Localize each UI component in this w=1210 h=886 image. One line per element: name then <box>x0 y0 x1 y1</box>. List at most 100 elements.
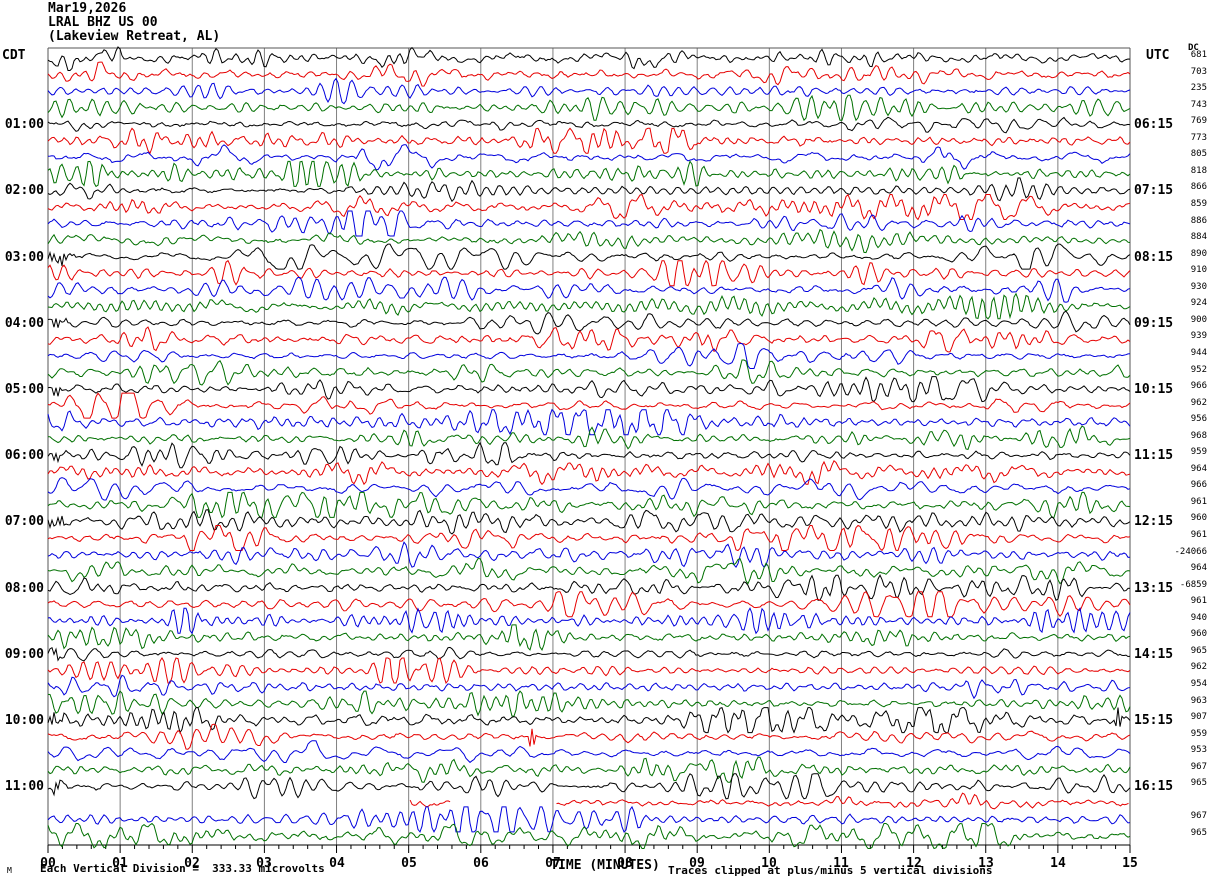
seismogram-trace-02:45 <box>47 228 1131 254</box>
utc-hour-label-12:15: 12:15 <box>1134 514 1174 529</box>
utc-hour-label-14:15: 14:15 <box>1134 647 1174 662</box>
seismogram-trace-08:00 <box>47 574 1131 601</box>
right-axis-label: UTC <box>1146 48 1170 63</box>
header-location: (Lakeview Retreat, AL) <box>48 29 221 44</box>
seismogram-trace-08:15 <box>47 590 1131 618</box>
seismogram-trace-11:30 <box>47 805 1131 833</box>
dc-value-10:30: 953 <box>1190 745 1207 755</box>
dc-value-08:30: 940 <box>1190 613 1207 623</box>
dc-value-05:00: 966 <box>1190 381 1207 391</box>
seismogram-trace-06:30 <box>47 477 1131 501</box>
dc-value-09:30: 954 <box>1190 679 1207 689</box>
seismogram-trace-00:00 <box>47 46 1131 71</box>
dc-value-03:15: 910 <box>1190 265 1207 275</box>
dc-value-09:00: 965 <box>1190 646 1207 656</box>
dc-value-02:30: 886 <box>1190 216 1207 226</box>
seismogram-trace-03:45 <box>47 292 1131 320</box>
seismogram-trace-02:15 <box>47 193 1131 221</box>
dc-value-02:45: 884 <box>1190 232 1207 242</box>
dc-value-01:30: 805 <box>1190 149 1207 159</box>
cdt-hour-label-11:00: 11:00 <box>4 779 44 794</box>
seismogram-trace-06:15 <box>47 459 1131 486</box>
header-station: LRAL BHZ US 00 <box>48 15 158 30</box>
dc-value-02:00: 866 <box>1190 182 1207 192</box>
cdt-hour-label-07:00: 07:00 <box>4 514 44 529</box>
seismogram-trace-09:15 <box>47 657 1131 685</box>
utc-hour-label-13:15: 13:15 <box>1134 581 1174 596</box>
left-axis-label: CDT <box>2 48 26 63</box>
utc-hour-label-10:15: 10:15 <box>1134 382 1174 397</box>
footnote-vertical-division: Each Vertical Division = 333.33 microvol… <box>40 862 325 875</box>
cdt-hour-label-09:00: 09:00 <box>4 647 44 662</box>
dc-value-05:30: 956 <box>1190 414 1207 424</box>
dc-value-06:15: 964 <box>1190 464 1207 474</box>
seismogram-trace-05:00 <box>47 376 1131 403</box>
utc-hour-label-16:15: 16:15 <box>1134 779 1174 794</box>
dc-value-04:15: 939 <box>1190 331 1207 341</box>
utc-hour-label-06:15: 06:15 <box>1134 117 1174 132</box>
dc-value-07:00: 960 <box>1190 513 1207 523</box>
dc-value-01:00: 769 <box>1190 116 1207 126</box>
dc-value-00:45: 743 <box>1190 100 1207 110</box>
dc-value-00:30: 235 <box>1190 83 1207 93</box>
dc-value-08:15: 961 <box>1190 596 1207 606</box>
seismogram-trace-04:30 <box>47 343 1131 369</box>
dc-value-00:15: 703 <box>1190 67 1207 77</box>
seismogram-trace-03:15 <box>47 259 1131 287</box>
seismogram-trace-08:30 <box>47 607 1131 635</box>
seismogram-trace-01:45 <box>47 160 1131 188</box>
x-tick-label-04: 04 <box>329 856 345 871</box>
utc-hour-label-09:15: 09:15 <box>1134 316 1174 331</box>
x-tick-label-12: 12 <box>906 856 922 871</box>
cdt-hour-label-08:00: 08:00 <box>4 581 44 596</box>
seismogram-trace-02:00 <box>47 177 1131 203</box>
cdt-hour-label-10:00: 10:00 <box>4 713 44 728</box>
dc-value-08:00: -6859 <box>1179 580 1207 590</box>
seismogram-trace-07:00 <box>47 509 1131 535</box>
seismogram-trace-05:45 <box>47 425 1131 450</box>
seismogram-trace-04:45 <box>47 359 1131 386</box>
x-tick-label-10: 10 <box>761 856 777 871</box>
dc-value-07:30: -24066 <box>1174 547 1207 557</box>
seismogram-trace-05:30 <box>47 408 1131 436</box>
seismogram-trace-08:45 <box>47 624 1131 651</box>
seismogram-trace-00:15 <box>47 61 1131 87</box>
dc-value-08:45: 960 <box>1190 629 1207 639</box>
x-tick-label-13: 13 <box>978 856 994 871</box>
x-tick-label-00: 00 <box>40 856 56 871</box>
seismogram-trace-11:15 <box>409 792 1129 810</box>
header-date: Mar19,2026 <box>48 1 127 16</box>
cdt-hour-label-04:00: 04:00 <box>4 316 44 331</box>
seismogram-trace-03:00 <box>47 243 1131 270</box>
dc-value-10:00: 907 <box>1190 712 1207 722</box>
seismogram-trace-09:30 <box>47 674 1131 700</box>
x-tick-label-02: 02 <box>184 856 200 871</box>
dc-value-04:00: 900 <box>1190 315 1207 325</box>
dc-value-01:45: 818 <box>1190 166 1207 176</box>
seismogram-trace-02:30 <box>47 210 1131 237</box>
x-tick-label-01: 01 <box>112 856 128 871</box>
utc-hour-label-15:15: 15:15 <box>1134 713 1174 728</box>
seismogram-trace-10:15 <box>47 723 1131 750</box>
x-axis-title: TIME (MINUTES) <box>550 858 660 873</box>
dc-value-10:15: 959 <box>1190 729 1207 739</box>
seismogram-trace-11:45 <box>47 822 1131 850</box>
dc-column-header: DC <box>1188 43 1199 53</box>
dc-value-06:45: 961 <box>1190 497 1207 507</box>
seismogram-trace-10:00 <box>47 706 1131 734</box>
seismogram-trace-04:00 <box>47 310 1131 335</box>
x-tick-label-06: 06 <box>473 856 489 871</box>
dc-value-01:15: 773 <box>1190 133 1207 143</box>
x-tick-label-07: 07 <box>545 856 561 871</box>
dc-value-05:45: 968 <box>1190 431 1207 441</box>
dc-value-04:45: 952 <box>1190 365 1207 375</box>
seismogram-trace-01:15 <box>47 127 1131 155</box>
cdt-hour-label-03:00: 03:00 <box>4 250 44 265</box>
seismogram-trace-06:00 <box>47 441 1131 469</box>
seismogram-trace-00:30 <box>47 77 1131 105</box>
dc-value-05:15: 962 <box>1190 398 1207 408</box>
utc-hour-label-11:15: 11:15 <box>1134 448 1174 463</box>
dc-value-11:00: 965 <box>1190 778 1207 788</box>
